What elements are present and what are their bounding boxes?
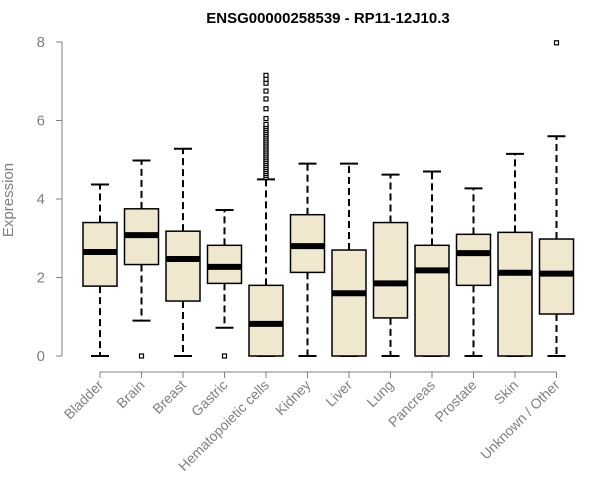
- box-iqr: [331, 249, 367, 357]
- outlier-point: [263, 121, 269, 128]
- box-gastric: [206, 208, 243, 359]
- outlier-point: [138, 353, 145, 359]
- box-liver: [331, 162, 367, 357]
- box-hematopoietic-cells: [248, 72, 284, 357]
- box-iqr: [497, 231, 533, 357]
- x-tick-label: Bladder: [61, 377, 107, 423]
- box-iqr: [414, 244, 450, 357]
- y-tick-label: 4: [37, 191, 45, 208]
- outlier-point: [221, 353, 228, 359]
- box-skin: [497, 152, 533, 357]
- y-tick-label: 6: [37, 113, 45, 130]
- y-axis-label: Expression: [0, 163, 17, 237]
- outlier-point: [263, 88, 269, 94]
- y-axis: 0 2 4 6 8: [37, 34, 63, 365]
- box-iqr: [455, 233, 492, 287]
- box-bladder: [82, 183, 118, 357]
- box-iqr: [372, 221, 409, 319]
- chart-title: ENSG00000258539 - RP11-12J10.3: [206, 10, 450, 27]
- y-tick-label: 0: [37, 348, 45, 365]
- outlier-point: [263, 115, 269, 122]
- outlier-point: [263, 96, 269, 102]
- box-brain: [123, 159, 160, 359]
- outlier-point: [263, 72, 269, 78]
- box-iqr: [248, 284, 284, 357]
- x-tick-label: Breast: [149, 377, 189, 417]
- box-iqr: [165, 230, 201, 302]
- outlier-point: [553, 40, 560, 46]
- box-breast: [165, 147, 201, 357]
- y-tick-label: 8: [37, 34, 45, 51]
- boxes-layer: [82, 40, 575, 359]
- x-tick-label: Lung: [363, 377, 396, 410]
- x-tick-label: Unknown / Other: [477, 377, 563, 463]
- box-pancreas: [414, 170, 450, 357]
- x-tick-label: Prostate: [431, 377, 479, 425]
- box-kidney: [289, 162, 326, 357]
- y-tick-label: 2: [37, 270, 45, 287]
- x-tick-label: Brain: [113, 377, 147, 411]
- box-unknown-other: [538, 40, 575, 357]
- x-tick-label: Kidney: [272, 377, 314, 419]
- box-prostate: [455, 187, 492, 357]
- outlier-point: [263, 106, 269, 112]
- x-tick-label: Skin: [491, 377, 522, 408]
- x-tick-label: Liver: [322, 377, 355, 410]
- box-lung: [372, 173, 409, 357]
